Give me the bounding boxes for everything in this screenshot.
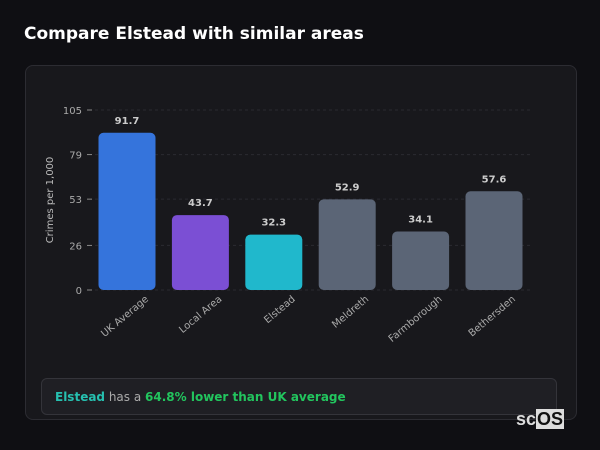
data-label: 91.7 — [115, 116, 140, 127]
x-tick-label: UK Average — [99, 294, 151, 340]
data-label: 34.1 — [408, 215, 433, 226]
y-tick-label: 53 — [69, 195, 82, 206]
summary-stat: 64.8% lower than UK average — [145, 390, 346, 404]
y-tick-label: 105 — [63, 106, 82, 117]
x-tick-label: Meldreth — [330, 294, 371, 331]
x-tick-label: Farmborough — [387, 294, 445, 345]
bar[interactable] — [318, 199, 376, 290]
logo-text-box: OS — [536, 409, 565, 429]
y-tick-label: 26 — [69, 241, 82, 252]
data-label: 32.3 — [261, 218, 286, 229]
comparison-summary: Elstead has a 64.8% lower than UK averag… — [41, 378, 557, 415]
bar[interactable] — [171, 215, 229, 290]
data-label: 52.9 — [335, 182, 360, 193]
x-tick-label: Local Area — [177, 294, 224, 336]
logo: scOS — [516, 409, 565, 430]
bar[interactable] — [245, 234, 303, 290]
y-axis-label: Crimes per 1,000 — [45, 157, 56, 244]
area-name: Elstead — [55, 390, 106, 404]
y-tick-label: 0 — [76, 286, 82, 297]
logo-text: sc — [516, 409, 537, 429]
bar[interactable] — [98, 132, 156, 290]
summary-text: has a — [105, 390, 146, 404]
y-tick-label: 79 — [69, 151, 82, 162]
bar[interactable] — [392, 231, 450, 290]
x-tick-label: Bethersden — [467, 294, 518, 339]
page-title: Compare Elstead with similar areas — [24, 24, 364, 44]
data-label: 43.7 — [188, 198, 213, 209]
data-label: 57.6 — [482, 174, 507, 185]
x-tick-label: Elstead — [262, 294, 297, 326]
bar[interactable] — [465, 191, 523, 290]
